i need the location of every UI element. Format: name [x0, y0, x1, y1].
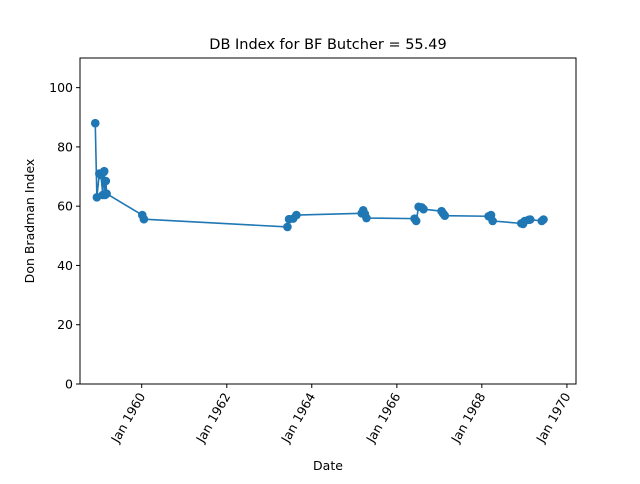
data-point	[102, 189, 111, 199]
data-point	[139, 214, 149, 224]
data-point	[99, 166, 109, 176]
y-axis-label: Don Bradman Index	[22, 159, 37, 284]
plot-series	[90, 118, 548, 232]
x-axis: Jan 1960 Jan 1962 Jan 1964 Jan 1966 Jan 1968…	[107, 384, 574, 446]
data-point	[362, 213, 371, 223]
plot-frame	[79, 57, 577, 385]
y-tick-label: 100	[49, 80, 73, 95]
y-tick-label: 60	[57, 199, 73, 214]
data-point	[90, 118, 100, 128]
data-point	[440, 211, 450, 220]
data-point	[419, 204, 428, 214]
y-tick-label: 80	[57, 139, 73, 154]
data-point	[283, 222, 292, 232]
x-tick-label: Jan 1962	[192, 390, 233, 446]
data-point	[488, 216, 497, 226]
y-tick-label: 40	[57, 258, 73, 273]
y-tick-label: 20	[57, 317, 73, 332]
x-tick-label: Jan 1970	[532, 390, 573, 446]
x-tick-label: Jan 1964	[277, 390, 318, 446]
x-tick-label: Jan 1968	[447, 390, 488, 446]
data-point	[525, 215, 535, 224]
y-tick-label: 0	[65, 377, 73, 392]
data-point	[411, 216, 421, 226]
chart-title: DB Index for BF Butcher = 55.49	[209, 37, 446, 53]
data-point	[292, 210, 301, 220]
series-line	[94, 123, 545, 228]
x-tick-label: Jan 1960	[107, 390, 148, 446]
y-axis: 0 20 40 60 80 100	[49, 80, 80, 392]
data-point	[101, 176, 111, 186]
x-axis-label: Date	[313, 458, 343, 473]
x-tick-label: Jan 1966	[362, 390, 403, 446]
data-point	[539, 215, 548, 224]
